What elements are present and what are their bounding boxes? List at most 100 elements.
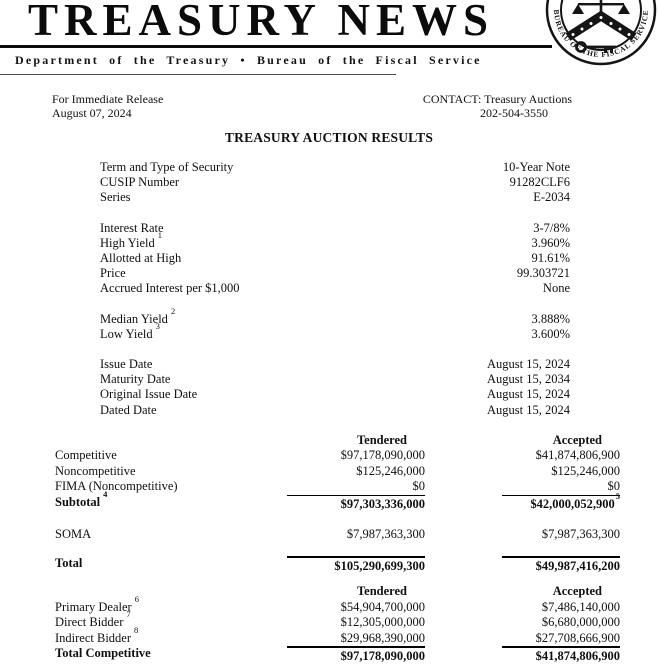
row-label: Direct Bidder7: [55, 609, 131, 630]
spec-label: Price: [100, 266, 126, 281]
tendered-value: $7,987,363,300: [346, 526, 425, 541]
spec-label: Dated Date: [100, 402, 157, 417]
spec-group: Median Yield2 3.888% Low Yield3 3.600%: [0, 305, 658, 342]
accepted-value: $41,874,806,900: [425, 646, 620, 664]
tendered-value: $29,968,390,000: [340, 630, 425, 645]
contact-phone: 202-504-3550: [480, 106, 548, 120]
spec-row: Term and Type of Security 10-Year Note: [0, 160, 658, 175]
spec-row: Dated Date August 15, 2024: [0, 403, 658, 418]
subtitle-rule: [0, 74, 396, 75]
accepted-value: $7,987,363,300: [541, 526, 620, 541]
spec-label: CUSIP Number: [100, 175, 180, 190]
spec-value: August 15, 2024: [487, 387, 570, 402]
table-row: Indirect Bidder8 $29,968,390,000 $27,708,6…: [0, 626, 658, 647]
bid-table: Tendered Accepted Competitive $97,178,090,0…: [0, 433, 658, 575]
accepted-value: $42,000,052,9005: [425, 492, 620, 513]
accepted-column-header: Accepted: [552, 584, 602, 599]
spec-row: Issue Date August 15, 2024: [0, 357, 658, 372]
newsletter-title: TREASURY NEWS: [28, 0, 495, 45]
spec-label: Interest Rate: [100, 220, 164, 235]
spec-label: Accrued Interest per $1,000: [100, 281, 240, 296]
spec-value: None: [542, 281, 570, 296]
release-date: August 07, 2024: [52, 106, 132, 120]
bid-tables: Tendered Accepted Competitive $97,178,090,0…: [0, 433, 658, 665]
column-rule: [287, 556, 425, 558]
spec-row: Interest Rate 3-7/8%: [0, 221, 658, 236]
table-row: Competitive $97,178,090,000 $41,874,806,90…: [0, 448, 658, 464]
row-label: Competitive: [55, 448, 117, 463]
row-label: FIMA (Noncompetitive): [55, 479, 178, 494]
row-label: Noncompetitive: [55, 463, 136, 478]
table-header-row: Tendered Accepted: [0, 433, 658, 449]
table-row: Total Competitive $97,178,090,000 $41,874,…: [0, 646, 658, 664]
tendered-value: $54,904,700,000: [340, 599, 425, 614]
table-spacer: [0, 513, 658, 527]
spec-row: Allotted at High 91.61%: [0, 251, 658, 266]
row-label: SOMA: [55, 526, 92, 541]
column-rule: [287, 646, 425, 648]
spec-value: August 15, 2024: [487, 357, 570, 372]
tendered-column-header: Tendered: [356, 584, 407, 599]
tendered-value: $0: [412, 479, 426, 494]
security-specs: Term and Type of Security 10-Year Note CUS…: [0, 160, 658, 418]
spec-value: 3.960%: [531, 235, 570, 250]
spec-label: Median Yield2: [100, 305, 176, 326]
spec-value: E-2034: [533, 190, 570, 205]
spec-value: August 15, 2034: [487, 372, 570, 387]
accepted-value: $0: [607, 479, 621, 494]
column-rule: [502, 494, 620, 497]
accepted-value: $125,246,000: [551, 463, 620, 478]
table-row: FIMA (Noncompetitive) $0 $0: [0, 479, 658, 495]
table-row: SOMA $7,987,363,300 $7,987,363,300: [0, 527, 658, 543]
row-label: Total Competitive: [55, 646, 151, 661]
spec-label: Allotted at High: [100, 251, 182, 266]
table-row: Total $105,290,699,300 $49,987,416,200: [0, 556, 658, 574]
spec-value: 91.61%: [531, 251, 570, 266]
seal-scales-icon: [572, 0, 630, 14]
spec-label: Term and Type of Security: [100, 160, 234, 174]
spec-value: 10-Year Note: [502, 160, 570, 174]
column-rule: [287, 494, 425, 497]
table-header-row: Tendered Accepted: [0, 584, 658, 600]
fiscal-service-seal-icon: BUREAU OF THE FISCAL SERVICE: [545, 0, 657, 66]
bid-table: Tendered Accepted Primary Dealer6 $54,904,7…: [0, 584, 658, 664]
table-row: Noncompetitive $125,246,000 $125,246,000: [0, 464, 658, 480]
spec-row: Series E-2034: [0, 190, 658, 205]
seal-key-icon: [575, 41, 616, 53]
spec-value: August 15, 2024: [487, 402, 570, 417]
spec-label: Series: [100, 190, 131, 205]
tendered-column-header: Tendered: [356, 432, 407, 447]
spec-label: High Yield1: [100, 229, 162, 250]
contact-label: CONTACT: Treasury Auctions: [422, 92, 572, 106]
tendered-value: $97,178,090,000: [340, 448, 425, 463]
accepted-value: $49,987,416,200: [425, 556, 620, 574]
contact-block: CONTACT: Treasury Auctions 202-504-3550: [423, 92, 572, 120]
table-row: Primary Dealer6 $54,904,700,000 $7,486,140…: [0, 595, 658, 616]
column-rule: [502, 556, 620, 558]
spec-label: Low Yield3: [100, 320, 160, 341]
header-spacer: [55, 584, 285, 600]
spec-row: CUSIP Number 91282CLF6: [0, 175, 658, 190]
tendered-value: $12,305,000,000: [340, 615, 425, 630]
tendered-value: $125,246,000: [356, 463, 425, 478]
spec-row: Accrued Interest per $1,000 None: [0, 281, 658, 296]
row-label: Subtotal4: [55, 488, 108, 509]
spec-row: Maturity Date August 15, 2034: [0, 372, 658, 387]
accepted-value: $27,708,666,900: [535, 630, 620, 645]
spec-value: 3.600%: [531, 326, 570, 341]
spec-value: 91282CLF6: [509, 175, 570, 190]
spec-row: Low Yield3 3.600%: [0, 320, 658, 342]
table-row: Direct Bidder7 $12,305,000,000 $6,680,000,…: [0, 609, 658, 631]
header-spacer: [55, 433, 285, 449]
spec-value: 99.303721: [516, 266, 570, 281]
spec-label: Issue Date: [100, 357, 153, 372]
release-date-block: For Immediate Release August 07, 2024: [52, 92, 163, 120]
tendered-value: $105,290,699,300: [285, 556, 425, 574]
page-title: TREASURY AUCTION RESULTS: [224, 130, 434, 145]
tendered-value: $97,178,090,000: [285, 646, 425, 664]
accepted-column-header: Accepted: [552, 432, 602, 447]
release-line: For Immediate Release: [52, 92, 164, 106]
masthead-rule: [0, 45, 552, 48]
table-row: Subtotal4 $97,303,336,000 $42,000,052,9005: [0, 488, 658, 513]
accepted-value: $6,680,000,000: [541, 615, 620, 630]
